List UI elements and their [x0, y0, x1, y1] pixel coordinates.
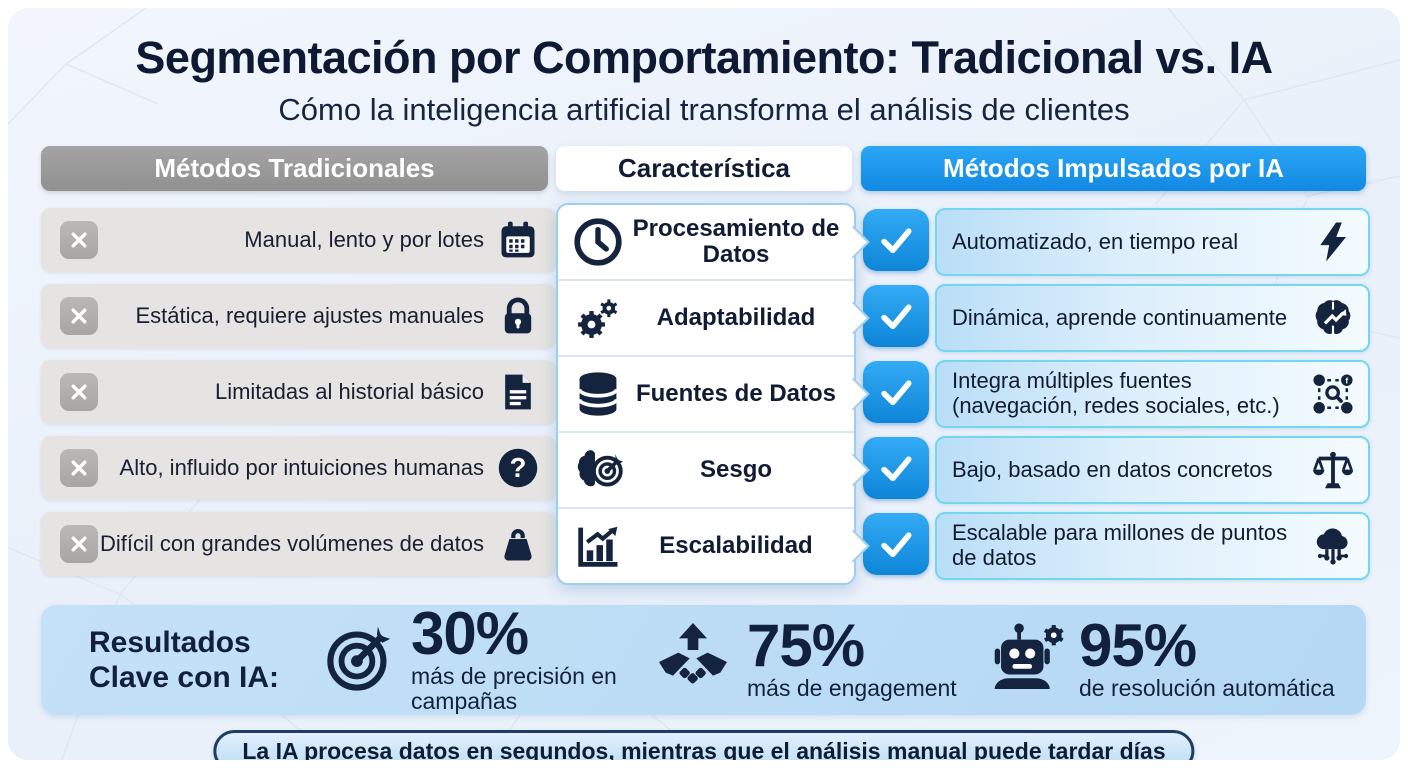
feature-label: Escalabilidad: [659, 531, 813, 559]
results-label: Resultados Clave con IA:: [89, 625, 280, 694]
target-icon: [323, 621, 397, 700]
table-row: Difícil con grandes volúmenes de datos E…: [8, 512, 1400, 580]
scales-icon: [1310, 447, 1356, 493]
x-icon: [60, 297, 98, 335]
table-row: Estática, requiere ajustes manuales Diná…: [8, 284, 1400, 352]
stat-value: 75%: [747, 612, 865, 680]
traditional-text: Alto, influido por intuiciones humanas: [119, 455, 484, 480]
lightning-icon: [1310, 219, 1356, 265]
stat-value: 30%: [411, 599, 529, 667]
ai-cell: Automatizado, en tiempo real: [935, 208, 1370, 276]
ai-text: Bajo, basado en datos concretos: [952, 456, 1273, 482]
traditional-cell: Alto, influido por intuiciones humanas: [41, 436, 556, 500]
check-icon: [863, 209, 929, 271]
ai-cell: Integra múltiples fuentes (navegación, r…: [935, 360, 1370, 428]
background-panel: Segmentación por Comportamiento: Tradici…: [8, 8, 1400, 760]
feature-cell: Adaptabilidad: [558, 281, 870, 357]
ai-cell: Escalable para millones de puntos de dat…: [935, 512, 1370, 580]
lock-icon: [496, 294, 540, 338]
table-row: Limitadas al historial básico Integra mú…: [8, 360, 1400, 428]
table-row: Manual, lento y por lotes Automatizado, …: [8, 208, 1400, 276]
x-icon: [60, 525, 98, 563]
feature-label: Sesgo: [699, 455, 773, 483]
footer-note: La IA procesa datos en segundos, mientra…: [213, 730, 1195, 760]
column-header-feature: Característica: [556, 146, 852, 191]
ai-text: Integra múltiples fuentes (navegación, r…: [952, 368, 1280, 418]
feature-cell: Sesgo: [558, 433, 870, 509]
key-results-panel: Resultados Clave con IA: 30% más de prec…: [41, 599, 1366, 715]
question-icon: [496, 446, 540, 490]
feature-column: Procesamiento de Datos Adaptabilidad Fue…: [556, 203, 870, 585]
ai-cell: Bajo, basado en datos concretos: [935, 436, 1370, 504]
traditional-text: Manual, lento y por lotes: [244, 227, 484, 252]
ai-cell: Dinámica, aprende continuamente: [935, 284, 1370, 352]
clock-icon: [572, 216, 624, 268]
traditional-text: Difícil con grandes volúmenes de datos: [100, 531, 484, 556]
table-row: Alto, influido por intuiciones humanas B…: [8, 436, 1400, 504]
handshake-icon: [653, 618, 733, 703]
document-icon: [496, 370, 540, 414]
feature-cell: Escalabilidad: [558, 509, 870, 583]
calendar-icon: [496, 218, 540, 262]
traditional-cell: Difícil con grandes volúmenes de datos: [41, 512, 556, 576]
brain-target-icon: [572, 444, 624, 496]
stat-engagement: 75% más de engagement: [653, 605, 957, 715]
database-icon: [572, 368, 624, 420]
traditional-cell: Limitadas al historial básico: [41, 360, 556, 424]
robot-icon: [989, 620, 1065, 701]
data-sources-icon: [1310, 371, 1356, 417]
stat-desc: de resolución automática: [1079, 675, 1335, 702]
traditional-cell: Estática, requiere ajustes manuales: [41, 284, 556, 348]
check-icon: [863, 285, 929, 347]
x-icon: [60, 449, 98, 487]
ai-text: Automatizado, en tiempo real: [952, 228, 1239, 254]
feature-label: Fuentes de Datos: [635, 379, 837, 407]
cloud-data-icon: [1310, 523, 1356, 569]
page-title: Segmentación por Comportamiento: Tradici…: [135, 32, 1273, 83]
x-icon: [60, 221, 98, 259]
chart-growth-icon: [572, 520, 624, 572]
brain-growth-icon: [1310, 295, 1356, 341]
feature-cell: Fuentes de Datos: [558, 357, 870, 433]
ai-text: Dinámica, aprende continuamente: [952, 304, 1288, 330]
check-icon: [863, 361, 929, 423]
check-icon: [863, 513, 929, 575]
traditional-text: Limitadas al historial básico: [214, 379, 484, 404]
gears-icon: [572, 292, 624, 344]
stat-desc: más de precisión en campañas: [411, 662, 617, 715]
weight-icon: [496, 522, 540, 566]
traditional-cell: Manual, lento y por lotes: [41, 208, 556, 272]
traditional-text: Estática, requiere ajustes manuales: [135, 303, 484, 328]
feature-cell: Procesamiento de Datos: [558, 205, 870, 281]
column-header-traditional: Métodos Tradicionales: [41, 146, 548, 191]
check-icon: [863, 437, 929, 499]
feature-label: Procesamiento de Datos: [632, 214, 840, 268]
column-header-ai: Métodos Impulsados por IA: [861, 146, 1366, 191]
stat-precision: 30% más de precisión en campañas: [323, 599, 621, 715]
ai-text: Escalable para millones de puntos de dat…: [952, 520, 1288, 570]
stat-desc: más de engagement: [747, 675, 957, 702]
stat-resolution: 95% de resolución automática: [989, 605, 1335, 715]
page-subtitle: Cómo la inteligencia artificial transfor…: [278, 92, 1130, 127]
stat-value: 95%: [1079, 612, 1197, 680]
x-icon: [60, 373, 98, 411]
feature-label: Adaptabilidad: [656, 303, 816, 331]
